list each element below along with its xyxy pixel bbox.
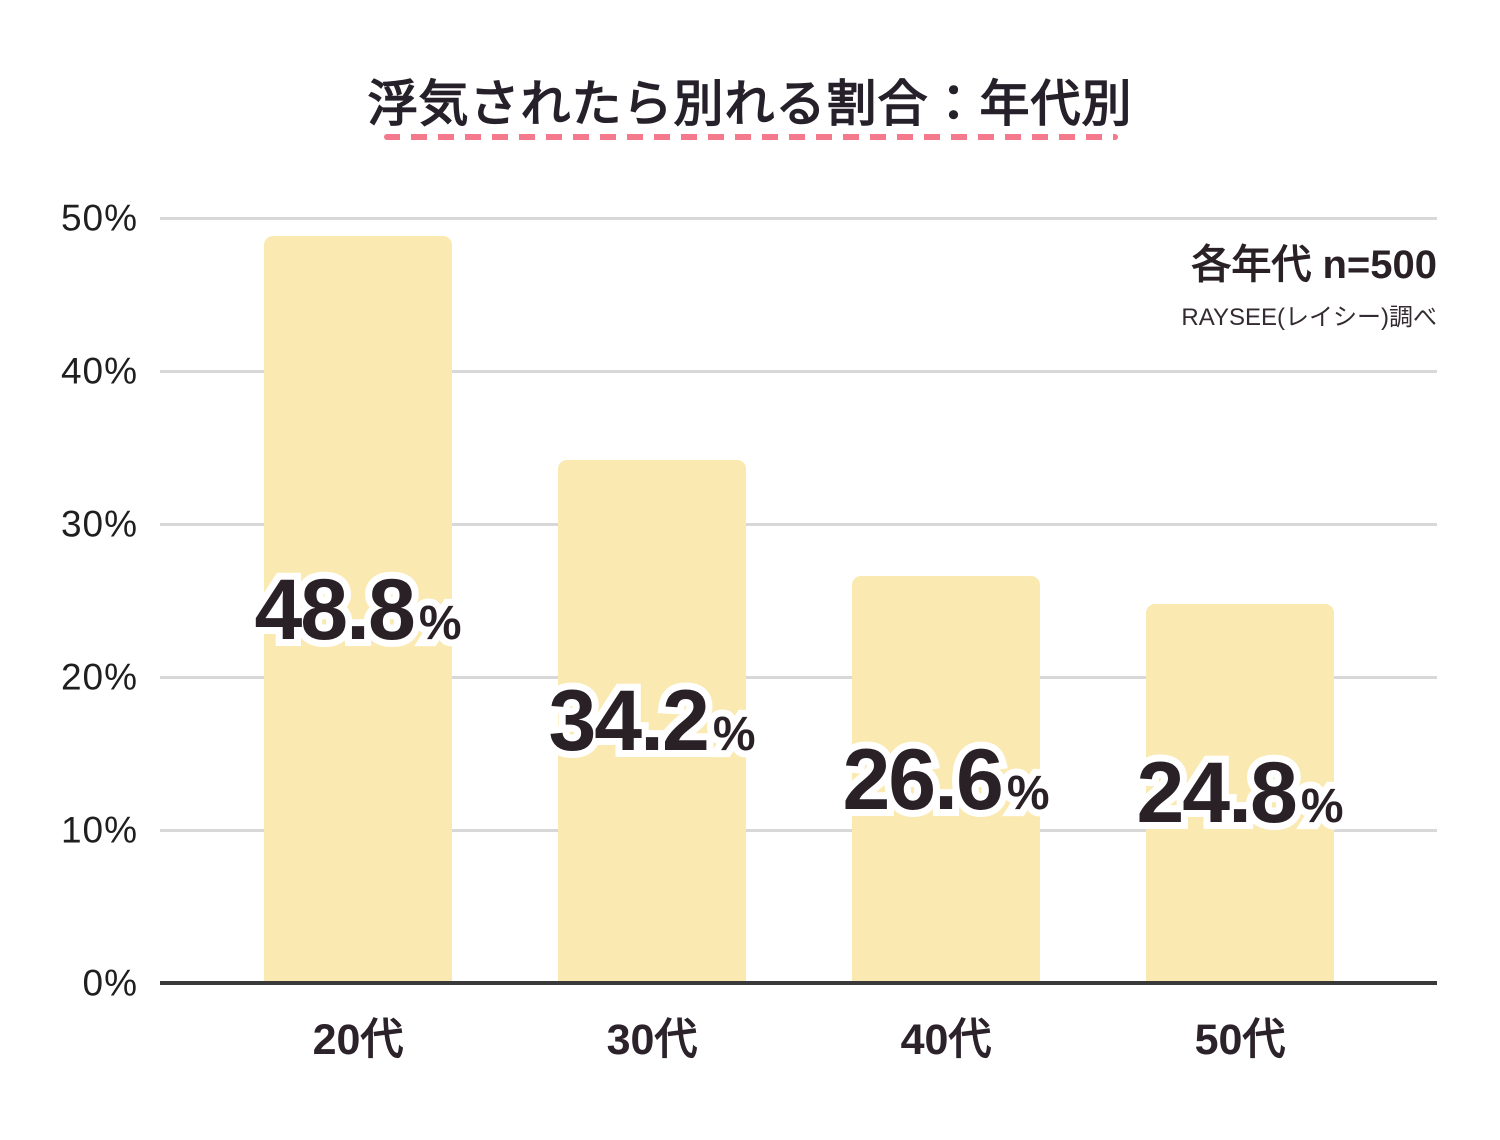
y-tick-label: 20% [60, 656, 138, 698]
x-axis-label-20代: 20代 [312, 1016, 404, 1064]
bar-50代 [1146, 603, 1334, 983]
annotation-block: 各年代 n=500 RAYSEE(レイシー)調べ [1181, 243, 1437, 332]
gridline [160, 369, 1437, 373]
x-axis-label-30代: 30代 [606, 1016, 698, 1064]
y-tick-label: 40% [60, 350, 138, 392]
x-axis-label-50代: 50代 [1194, 1016, 1286, 1064]
plot-area [160, 216, 1437, 985]
value-label-50代: 24.8% 24.8% [1129, 743, 1350, 843]
chart-title: 浮気されたら別れる割合：年代別 [367, 76, 1133, 132]
y-tick-label: 50% [60, 197, 138, 239]
gridline [160, 675, 1437, 679]
value-label-40代: 26.6% 26.6% [835, 730, 1056, 830]
y-tick-label: 10% [60, 809, 138, 851]
title-underline-dashed [384, 134, 1118, 140]
y-tick-label: 30% [60, 503, 138, 545]
bar-40代 [852, 576, 1040, 983]
value-label-30代: 34.2% 34.2% [541, 671, 762, 771]
x-axis-label-40代: 40代 [900, 1016, 992, 1064]
y-tick-label: 0% [82, 962, 138, 1004]
gridline [160, 828, 1437, 832]
gridline [160, 522, 1437, 526]
bar-20代 [264, 236, 452, 983]
value-label-20代: 48.8% 48.8% [247, 560, 468, 660]
source-note: RAYSEE(レイシー)調べ [1181, 304, 1437, 331]
bar-30代 [558, 459, 746, 983]
x-axis-line [160, 981, 1437, 985]
gridline [160, 216, 1437, 220]
sample-size-note: 各年代 n=500 [1191, 243, 1437, 287]
